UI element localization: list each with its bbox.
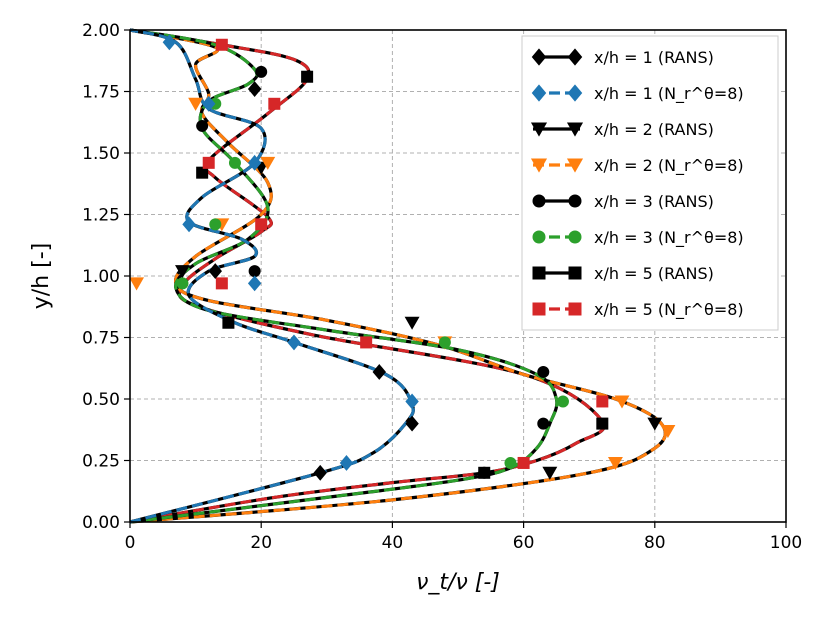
data-point-x-h-5-rans- xyxy=(301,70,314,83)
x-tick-label: 20 xyxy=(250,533,272,553)
data-point-x-h-5-n-r-8- xyxy=(255,218,268,231)
data-point-x-h-2-n-r-8- xyxy=(260,156,276,170)
y-tick-label: 1.25 xyxy=(82,206,120,226)
data-point-x-h-3-rans- xyxy=(478,466,491,479)
data-point-x-h-2-n-r-8- xyxy=(129,277,145,291)
data-point-x-h-5-rans- xyxy=(196,166,209,179)
y-tick-label: 0.00 xyxy=(82,513,120,533)
legend-marker xyxy=(568,230,582,244)
legend-marker xyxy=(532,194,546,208)
data-point-x-h-2-rans- xyxy=(542,466,558,480)
data-point-x-h-3-n-r-8- xyxy=(176,277,189,290)
data-point-x-h-3-rans- xyxy=(537,365,550,378)
data-point-x-h-5-n-r-8- xyxy=(215,38,228,51)
x-tick-label: 40 xyxy=(382,533,404,553)
legend-label: x/h = 3 (RANS) xyxy=(594,192,714,211)
data-point-x-h-1-rans- xyxy=(208,263,222,280)
data-point-x-h-3-rans- xyxy=(537,417,550,430)
data-point-x-h-5-rans- xyxy=(222,316,235,329)
legend-marker xyxy=(532,302,546,316)
legend-label: x/h = 2 (RANS) xyxy=(594,120,714,139)
legend-marker xyxy=(568,266,582,280)
data-point-x-h-1-rans- xyxy=(372,364,386,380)
y-tick-label: 1.00 xyxy=(82,267,120,287)
data-point-x-h-2-n-r-8- xyxy=(660,424,676,439)
data-point-x-h-1-rans- xyxy=(247,81,262,97)
legend: x/h = 1 (RANS) x/h = 1 (N_r^θ=8) x/h = 2 (… xyxy=(521,35,779,331)
data-point-x-h-1-n-r-8- xyxy=(287,334,301,351)
data-point-x-h-3-rans- xyxy=(248,265,261,278)
data-point-x-h-3-rans- xyxy=(255,65,268,78)
x-tick-label: 0 xyxy=(125,533,136,553)
data-point-x-h-1-n-r-8- xyxy=(182,216,196,233)
x-tick-label: 60 xyxy=(513,533,535,553)
x-tick-label: 80 xyxy=(644,533,666,553)
data-point-x-h-2-rans- xyxy=(404,316,420,330)
legend-marker xyxy=(568,302,582,316)
legend-label: x/h = 1 (N_r^θ=8) xyxy=(594,84,744,104)
marker-layer xyxy=(129,34,676,481)
data-point-x-h-5-n-r-8- xyxy=(202,156,215,169)
data-point-x-h-1-n-r-8- xyxy=(162,34,177,51)
data-point-x-h-2-rans- xyxy=(647,417,663,431)
data-point-x-h-3-n-r-8- xyxy=(438,336,451,349)
legend-marker xyxy=(568,194,582,208)
y-tick-label: 1.75 xyxy=(82,83,120,103)
x-tick-label: 100 xyxy=(770,533,802,553)
y-axis-label: y/h [-] xyxy=(29,243,54,309)
data-point-x-h-3-n-r-8- xyxy=(504,456,517,469)
legend-marker xyxy=(530,158,548,173)
data-point-x-h-2-n-r-8- xyxy=(188,97,204,111)
data-point-x-h-5-rans- xyxy=(596,417,609,430)
y-tick-label: 2.00 xyxy=(82,21,120,41)
data-point-x-h-1-n-r-8- xyxy=(247,154,262,171)
legend-marker xyxy=(532,230,546,244)
data-point-x-h-1-rans- xyxy=(313,464,327,481)
data-point-x-h-5-n-r-8- xyxy=(517,456,530,469)
legend-marker xyxy=(566,158,584,173)
data-point-x-h-5-n-r-8- xyxy=(596,395,609,408)
legend-label: x/h = 5 (RANS) xyxy=(594,264,714,283)
legend-label: x/h = 2 (N_r^θ=8) xyxy=(594,156,744,176)
data-point-x-h-2-rans- xyxy=(175,265,190,279)
data-point-x-h-1-n-r-8- xyxy=(339,455,354,471)
data-point-x-h-3-n-r-8- xyxy=(556,395,569,408)
legend-box xyxy=(521,35,779,331)
y-tick-label: 0.75 xyxy=(82,329,120,349)
data-point-x-h-5-n-r-8- xyxy=(360,336,373,349)
data-point-x-h-3-n-r-8- xyxy=(228,156,241,169)
series-line-x-h-3-n-r-8- xyxy=(129,28,559,524)
legend-marker xyxy=(567,48,583,66)
legend-label: x/h = 5 (N_r^θ=8) xyxy=(594,300,744,320)
legend-marker xyxy=(566,122,584,137)
ticks: 0 20 40 60 80 100 0.00 0.25 0.50 0.75 1.00 1.25 1.50… xyxy=(82,21,802,553)
legend-marker xyxy=(532,266,546,280)
x-axis-label: ν_t/ν [-] xyxy=(416,570,500,595)
y-tick-label: 1.50 xyxy=(82,144,120,164)
legend-marker xyxy=(531,84,547,102)
data-point-x-h-1-n-r-8- xyxy=(202,95,216,112)
legend-marker xyxy=(567,84,583,102)
legend-label: x/h = 3 (N_r^θ=8) xyxy=(594,228,744,248)
data-point-x-h-3-rans- xyxy=(196,119,209,132)
data-point-x-h-1-rans- xyxy=(405,415,419,432)
data-point-x-h-2-n-r-8- xyxy=(614,395,630,409)
y-tick-label: 0.25 xyxy=(82,452,120,472)
data-point-x-h-1-n-r-8- xyxy=(247,275,262,292)
legend-marker xyxy=(530,122,548,137)
y-tick-label: 0.50 xyxy=(82,390,120,410)
legend-marker xyxy=(531,48,547,66)
data-point-x-h-5-n-r-8- xyxy=(215,277,228,290)
data-point-x-h-1-n-r-8- xyxy=(405,393,419,410)
legend-label: x/h = 1 (RANS) xyxy=(594,48,714,67)
data-point-x-h-3-n-r-8- xyxy=(209,218,222,231)
data-point-x-h-5-n-r-8- xyxy=(268,97,281,110)
data-point-x-h-2-n-r-8- xyxy=(607,456,623,471)
